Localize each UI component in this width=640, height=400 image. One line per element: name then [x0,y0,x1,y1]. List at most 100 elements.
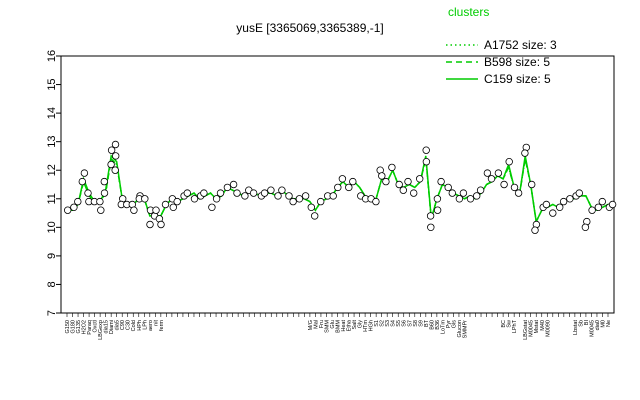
x-tick-label: SMM [324,320,330,333]
y-tick-label: 8 [46,281,58,287]
data-point [80,169,89,177]
data-point [100,189,109,197]
x-tick-label: LPh [142,320,148,330]
y-tick-label: 9 [46,253,58,259]
data-point [295,195,304,203]
x-tick-label: M40 [540,320,546,331]
x-tick-label: C90 [120,320,126,330]
y-axis: 7 8 9 10 11 12 13 14 15 16 [46,50,61,316]
data-point [487,175,496,183]
data-point [473,192,481,200]
data-point [274,192,282,200]
data-point [311,212,319,220]
x-tick-label: H2O2 [82,320,88,334]
data-point [241,192,249,200]
x-tick-label: nit [153,320,159,326]
data-point [157,220,165,229]
data-point [378,172,386,180]
x-tick-label: LBGstat [523,320,529,340]
series-line-dotted [67,157,614,225]
data-point [399,186,407,194]
x-tick-label: S3 [385,320,391,327]
data-point [63,206,72,214]
data-point [111,152,120,160]
x-tick-label: Etha [347,319,353,331]
data-point [161,200,170,209]
x-tick-label: Gls [451,320,457,329]
data-point [422,146,430,154]
x-tick-label: ferm [159,320,165,331]
data-point [267,186,275,194]
data-point [410,189,418,197]
data-point [338,175,347,183]
data-point [329,192,337,200]
data-point [260,189,269,197]
y-tick-label: 11 [46,193,58,204]
data-point [448,189,456,197]
data-point [388,163,396,172]
data-point [169,203,177,211]
data-point [542,200,551,209]
legend-label-a1752: A1752 size: 3 [484,38,557,52]
data-point [96,197,104,206]
x-tick-label: S5 [396,320,402,327]
data-point [289,197,297,206]
data-point [285,192,293,200]
x-tick-label: B36 [435,320,441,330]
data-point [107,146,116,154]
data-point [588,206,596,214]
data-point [476,186,485,194]
data-point [549,209,557,217]
x-tick-label: LPhT [512,319,518,333]
y-tick-label: 13 [46,136,58,148]
data-point [528,180,536,189]
x-tick-label: dia0 [595,320,601,330]
x-tick-label: S6 [402,320,408,327]
data-point [416,175,424,183]
x-tick-label: BMM [336,320,342,333]
data-point [208,203,216,211]
x-tick-label: Gly [358,320,364,329]
x-tick-label: LBGexp [98,320,104,340]
data-point [531,226,539,234]
x-tick-label: M/G [308,320,314,330]
y-tick-label: 12 [46,164,58,176]
legend: clusters A1752 size: 3 B598 size: 5 C159… [446,5,557,86]
x-tick-label: G180 [71,320,77,333]
x-tick-label: BI [584,320,590,326]
x-tick-label: dia5 [115,320,121,330]
data-point [372,197,380,206]
data-point [575,189,583,197]
x-tick-label: Glu [330,320,336,329]
data-point [581,223,590,231]
data-point [190,195,199,203]
data-point [566,195,574,203]
data-point [111,140,120,149]
x-tick-label: aero [148,320,154,331]
legend-label-b598: B598 size: 5 [484,55,550,69]
data-point [422,157,431,166]
x-tick-label: Mstat [534,320,540,334]
x-tick-label: Fru [319,320,325,328]
data-point [382,177,390,186]
x-tick-label: dia15 [104,320,110,333]
data-point [301,192,310,200]
data-point [70,203,78,211]
y-tick-label: 7 [46,310,58,316]
x-axis: G150 G180 G135 H2O2 Paraq Oxctl LBGexp dia15 Dia… [65,313,612,340]
data-point [594,203,603,211]
x-tick-label: HGh [369,320,375,331]
data-point [433,206,442,214]
y-tick-label: 10 [46,221,58,233]
data-point [500,180,508,189]
data-point [483,169,492,177]
x-tick-label: HPh [137,320,143,331]
x-tick-label: LoTm [440,320,446,334]
data-point [146,220,154,229]
data-point [223,183,232,192]
x-tick-label: Ne [606,320,612,327]
x-tick-label: S8 [413,320,419,327]
data-point [505,157,513,166]
y-tick-label: 16 [46,50,58,62]
